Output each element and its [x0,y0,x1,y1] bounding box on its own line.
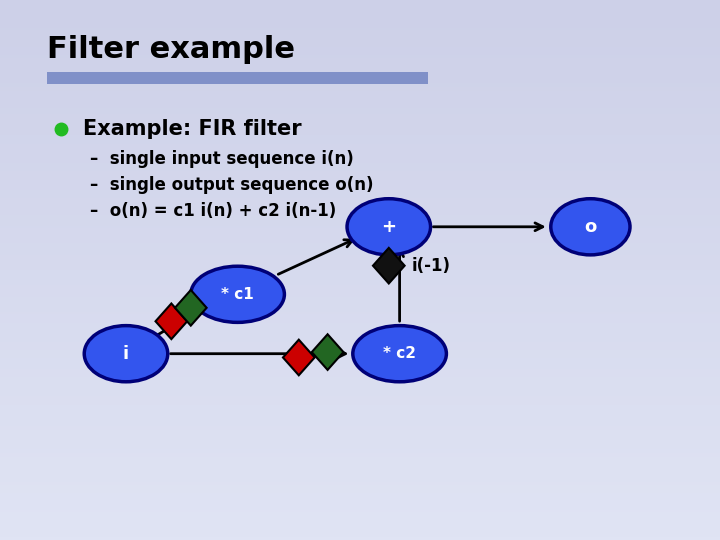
Text: Filter example: Filter example [47,35,294,64]
Text: o: o [584,218,597,236]
Text: +: + [382,218,396,236]
Text: –  o(n) = c1 i(n) + c2 i(n-1): – o(n) = c1 i(n) + c2 i(n-1) [90,201,336,220]
Text: –  single output sequence o(n): – single output sequence o(n) [90,176,374,194]
Polygon shape [312,334,343,370]
Text: Example: FIR filter: Example: FIR filter [83,118,302,139]
Ellipse shape [353,326,446,382]
Ellipse shape [84,326,168,382]
Text: i(-1): i(-1) [412,257,451,275]
Polygon shape [156,303,187,339]
Text: * c2: * c2 [383,346,416,361]
Polygon shape [175,290,207,326]
Text: –  single input sequence i(n): – single input sequence i(n) [90,150,354,168]
Ellipse shape [551,199,630,255]
Ellipse shape [347,199,431,255]
Ellipse shape [191,266,284,322]
Polygon shape [373,248,405,284]
Polygon shape [283,340,315,375]
Text: * c1: * c1 [221,287,254,302]
Bar [47,72,428,84]
Text: i: i [123,345,129,363]
